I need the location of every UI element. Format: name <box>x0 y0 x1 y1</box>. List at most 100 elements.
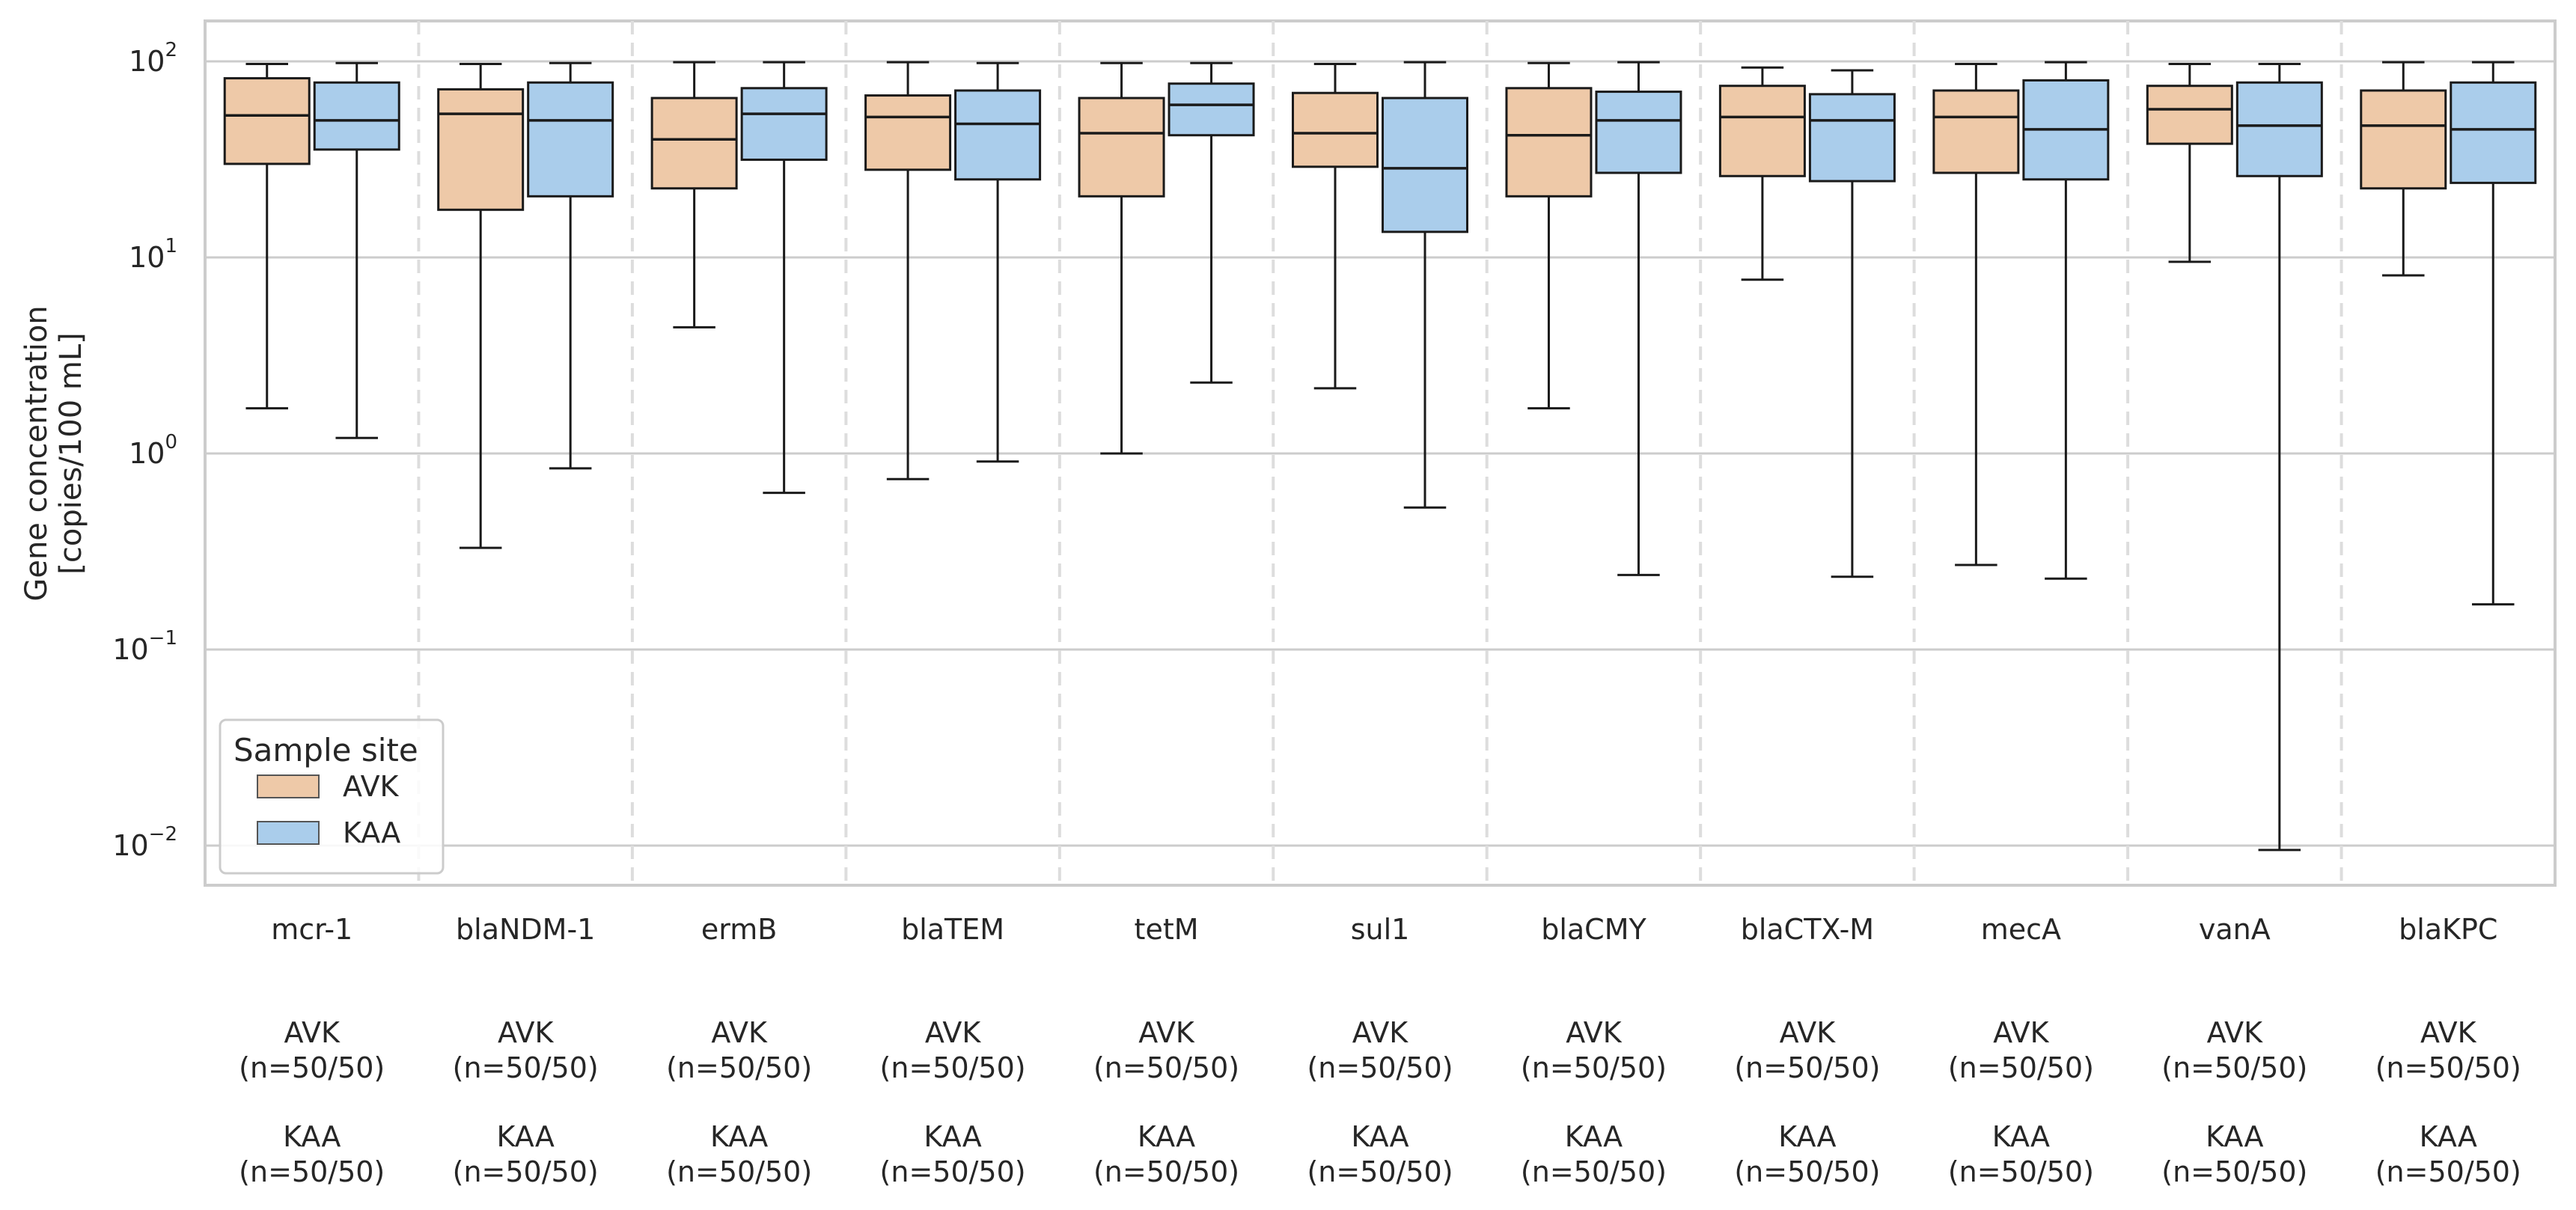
x-category-label: mecA <box>1981 913 2061 946</box>
iqr-box <box>864 94 952 171</box>
iqr-box <box>1595 91 1682 174</box>
legend-swatch <box>257 821 320 845</box>
boxes <box>223 61 2537 852</box>
legend-label: AVK <box>343 770 400 803</box>
sample-count-label: AVK <box>2420 1016 2477 1049</box>
iqr-box <box>1808 93 1896 183</box>
sample-count-label: (n=50/50) <box>1093 1155 1239 1188</box>
iqr-box <box>1078 97 1165 198</box>
y-tick-labels: 102 101 100 10−1 10−2 <box>112 39 177 862</box>
box-kaa-blaTEM <box>954 61 1042 463</box>
x-category-label: sul1 <box>1351 913 1410 946</box>
sample-count-label: AVK <box>925 1016 982 1049</box>
x-category-label: blaTEM <box>901 913 1004 946</box>
sample-count-label: AVK <box>1780 1016 1837 1049</box>
sample-count-label: (n=50/50) <box>1307 1051 1453 1084</box>
box-avk-blaNDM-1 <box>437 62 525 549</box>
x-category-label: blaKPC <box>2399 913 2497 946</box>
sample-count-label: AVK <box>284 1016 341 1049</box>
box-avk-blaCMY <box>1505 61 1593 410</box>
iqr-box <box>954 89 1042 181</box>
sample-count-label: AVK <box>711 1016 768 1049</box>
box-kaa-blaKPC <box>2450 61 2537 606</box>
iqr-box <box>313 81 400 151</box>
box-avk-blaTEM <box>864 61 952 480</box>
box-avk-mecA <box>1932 62 2020 566</box>
legend-swatch <box>257 774 320 798</box>
sample-count-label: AVK <box>1352 1016 1409 1049</box>
sample-count-label: KAA <box>1351 1120 1408 1153</box>
iqr-box <box>527 81 614 198</box>
box-avk-blaKPC <box>2360 61 2447 277</box>
y-axis-label-line2: [copies/100 mL] <box>54 332 88 574</box>
box-kaa-blaCMY <box>1595 61 1682 576</box>
sample-count-label: (n=50/50) <box>1093 1051 1239 1084</box>
legend-label: KAA <box>343 816 400 849</box>
box-kaa-blaNDM-1 <box>527 61 614 470</box>
box-kaa-blaCTX-M <box>1808 69 1896 578</box>
sample-count-label: (n=50/50) <box>880 1155 1026 1188</box>
sample-count-label: KAA <box>1565 1120 1623 1153</box>
sample-count-label: (n=50/50) <box>453 1155 599 1188</box>
sample-count-label: KAA <box>1992 1120 2050 1153</box>
x-category-label: tetM <box>1135 913 1199 946</box>
iqr-box <box>1505 87 1593 198</box>
sample-count-label: (n=50/50) <box>1521 1051 1667 1084</box>
sample-count-label: KAA <box>283 1120 341 1153</box>
sample-count-label: (n=50/50) <box>2161 1155 2307 1188</box>
iqr-box <box>1932 89 2020 174</box>
iqr-box <box>1382 97 1468 233</box>
sample-count-label: AVK <box>2207 1016 2264 1049</box>
sample-count-label: KAA <box>1138 1120 1195 1153</box>
box-avk-mcr-1 <box>223 62 311 410</box>
legend: Sample site AVK KAA <box>219 718 445 875</box>
sample-count-label: KAA <box>2420 1120 2477 1153</box>
sample-count-label: (n=50/50) <box>1307 1155 1453 1188</box>
iqr-box <box>223 77 311 165</box>
sample-count-label: (n=50/50) <box>1734 1155 1880 1188</box>
sample-count-label: KAA <box>497 1120 555 1153</box>
x-category-labels: mcr-1AVK(n=50/50)KAA(n=50/50)blaNDM-1AVK… <box>239 913 2521 1188</box>
sample-count-label: (n=50/50) <box>1521 1155 1667 1188</box>
sample-count-label: (n=50/50) <box>239 1051 385 1084</box>
sample-count-label: (n=50/50) <box>2375 1155 2521 1188</box>
iqr-box <box>2146 85 2233 145</box>
x-category-label: blaCMY <box>1541 913 1646 946</box>
sample-count-label: AVK <box>498 1016 555 1049</box>
sample-count-label: KAA <box>1778 1120 1836 1153</box>
box-kaa-mcr-1 <box>313 61 400 439</box>
iqr-box <box>2450 81 2537 184</box>
legend-title: Sample site <box>234 732 418 769</box>
box-kaa-tetM <box>1168 61 1255 384</box>
y-tick-label: 100 <box>129 431 177 470</box>
y-tick-label: 10−1 <box>112 627 177 666</box>
iqr-box <box>437 88 525 211</box>
y-tick-label: 102 <box>129 39 177 78</box>
sample-count-label: (n=50/50) <box>666 1051 812 1084</box>
box-avk-blaCTX-M <box>1718 66 1806 281</box>
sample-count-label: (n=50/50) <box>1948 1155 2094 1188</box>
y-axis-label-line1: Gene concentration <box>19 305 54 601</box>
x-category-label: ermB <box>701 913 777 946</box>
iqr-box <box>1168 82 1255 137</box>
sample-count-label: KAA <box>2206 1120 2263 1153</box>
x-category-label: vanA <box>2199 913 2271 946</box>
box-kaa-vanA <box>2235 62 2323 852</box>
x-category-label: blaCTX-M <box>1741 913 1874 946</box>
box-kaa-ermB <box>740 61 828 495</box>
sample-count-label: KAA <box>710 1120 768 1153</box>
x-category-label: mcr-1 <box>271 913 352 946</box>
sample-count-label: (n=50/50) <box>880 1051 1026 1084</box>
box-avk-sul1 <box>1292 62 1379 390</box>
box-avk-tetM <box>1078 61 1165 455</box>
sample-count-label: AVK <box>1138 1016 1195 1049</box>
iqr-box <box>650 97 738 190</box>
box-avk-ermB <box>650 61 738 329</box>
sample-count-label: (n=50/50) <box>1734 1051 1880 1084</box>
y-tick-label: 101 <box>129 235 177 274</box>
y-gridlines <box>205 60 2555 847</box>
sample-count-label: (n=50/50) <box>2161 1051 2307 1084</box>
sample-count-label: (n=50/50) <box>453 1051 599 1084</box>
iqr-box <box>1292 91 1379 168</box>
iqr-box <box>740 87 828 161</box>
